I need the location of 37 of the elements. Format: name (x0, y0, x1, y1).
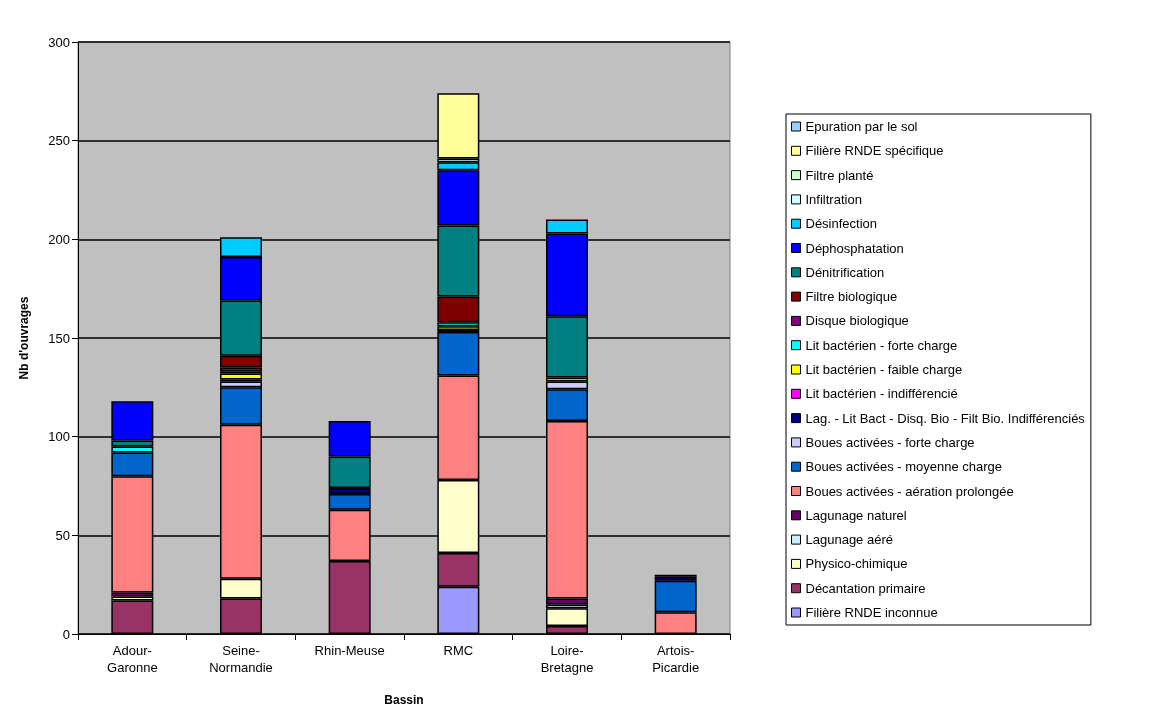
x-tick-label: Artois-Picardie (652, 643, 700, 675)
legend-label: Dénitrification (805, 264, 885, 280)
x-tick-label: Adour-Garonne (107, 643, 158, 675)
y-tick-label: 250 (48, 133, 70, 149)
legend-label: Déphosphatation (805, 240, 904, 256)
legend-label: Lagunage naturel (805, 507, 907, 523)
legend-label: Lag. - Lit Bact - Disq. Bio - Filt Bio. Indifférenciés (805, 410, 1086, 426)
legend-label: Lagunage aéré (805, 532, 893, 548)
x-tick-label: Loire-Bretagne (540, 643, 594, 675)
legend-label: Physico-chimique (805, 556, 908, 572)
legend-label: Disque biologique (805, 313, 909, 329)
y-tick-label: 50 (55, 527, 70, 543)
x-axis-title: Bassin (384, 693, 424, 707)
legend-label: Filière RNDE spécifique (805, 143, 944, 159)
x-tick-label: Rhin-Meuse (314, 643, 385, 658)
legend-label: Décantation primaire (805, 580, 926, 596)
legend-label: Boues activées - forte charge (805, 434, 975, 450)
y-tick-label: 0 (62, 626, 70, 642)
legend-label: Infiltration (805, 191, 862, 207)
y-tick-label: 150 (48, 330, 70, 346)
legend-label: Boues activées - aération prolongée (805, 483, 1014, 499)
y-tick-label: 200 (48, 231, 70, 247)
y-tick-label: 300 (48, 34, 70, 50)
legend-label: Désinfection (805, 216, 878, 232)
x-tick-label: Seine-Normandie (209, 643, 273, 675)
x-tick-label: RMC (443, 643, 474, 658)
legend-label: Lit bactérien - forte charge (805, 337, 958, 353)
legend-label: Epuration par le sol (805, 119, 918, 134)
legend-label: Lit bactérien - indifférencié (805, 386, 958, 402)
y-axis-title: Nb d'ouvrages (17, 296, 31, 380)
y-tick-label: 100 (48, 429, 70, 445)
legend-label: Filtre planté (805, 167, 874, 183)
legend-label: Filière RNDE inconnue (805, 605, 938, 620)
bar (437, 326, 480, 331)
legend-label: Boues activées - moyenne charge (805, 459, 1003, 475)
legend-label: Lit bactérien - faible charge (805, 362, 963, 377)
legend-label: Filtre biologique (805, 289, 898, 305)
